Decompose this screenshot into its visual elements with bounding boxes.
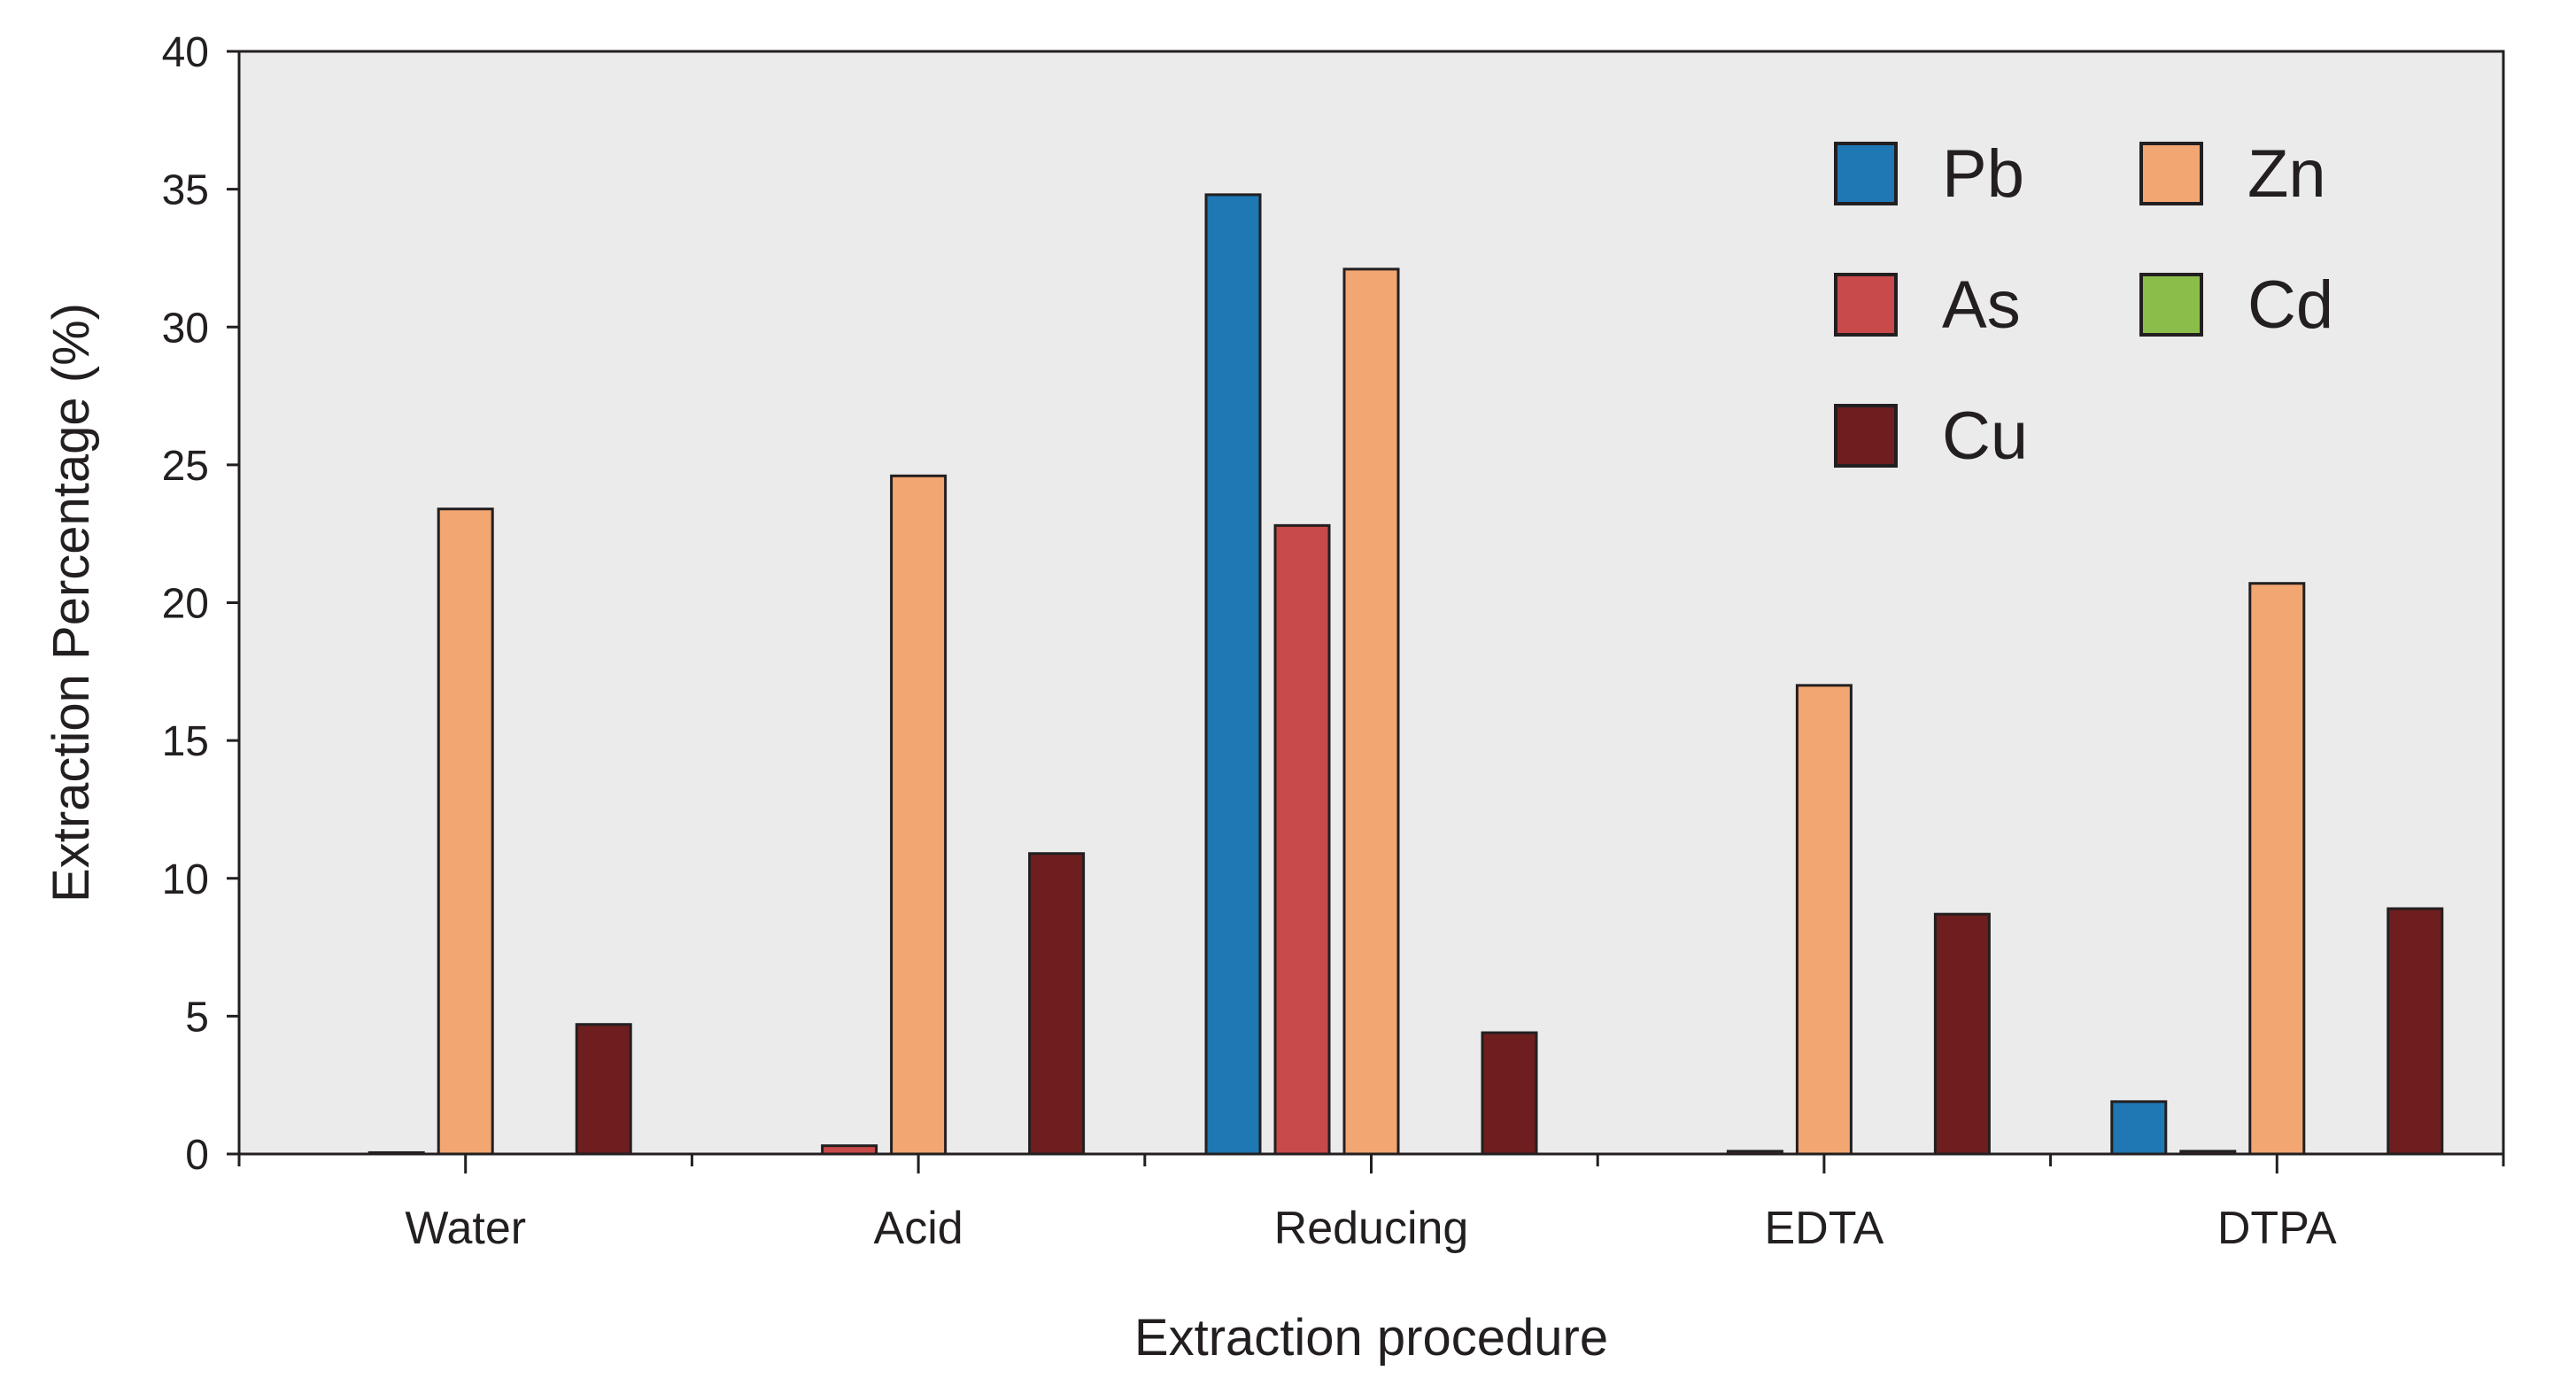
bar-zn-acid [890, 474, 948, 1156]
y-tick-label: 10 [162, 856, 209, 903]
y-tick-label: 30 [162, 305, 209, 352]
legend-label-pb: Pb [1942, 136, 2024, 212]
bar-zn-water [437, 507, 494, 1156]
y-tick-label: 5 [185, 994, 209, 1041]
bar-cu-edta [1933, 912, 1991, 1156]
x-tick-label: DTPA [2217, 1203, 2337, 1254]
bar-as-reducing [1273, 523, 1331, 1156]
bar-cu-water [575, 1023, 632, 1156]
bar-zn-dtpa [2248, 582, 2306, 1156]
legend-swatch-zn [2139, 142, 2203, 205]
bar-cu-acid [1028, 852, 1086, 1156]
y-tick-label: 0 [185, 1132, 209, 1179]
y-tick-label: 20 [162, 581, 209, 628]
bar-cu-dtpa [2386, 907, 2444, 1156]
bar-cu-reducing [1481, 1031, 1538, 1156]
bar-pb-dtpa [2110, 1100, 2168, 1156]
bar-zn-reducing [1342, 267, 1400, 1156]
plot-frame [237, 50, 2505, 1156]
legend-swatch-as [1834, 273, 1898, 337]
bars-group [367, 193, 2444, 1156]
y-tick-label: 15 [162, 718, 209, 765]
x-tick-label: EDTA [1764, 1203, 1884, 1254]
x-tick-label: Acid [874, 1203, 963, 1254]
y-tick-label: 40 [162, 29, 209, 76]
legend-label-as: As [1942, 267, 2021, 343]
x-axis-label: Extraction procedure [1134, 1309, 1608, 1367]
legend-swatch-cu [1834, 404, 1898, 468]
legend-swatch-pb [1834, 142, 1898, 205]
x-tick-label: Water [405, 1203, 526, 1254]
bar-zn-edta [1795, 684, 1853, 1156]
y-axis: 0 5 10 15 20 25 30 35 40 [162, 29, 239, 1179]
bar-pb-reducing [1204, 193, 1262, 1156]
legend: Pb Zn As Cd Cu [1834, 136, 2333, 474]
legend-label-cd: Cd [2247, 267, 2333, 343]
y-tick-label: 25 [162, 443, 209, 490]
legend-label-zn: Zn [2247, 136, 2326, 212]
legend-swatch-cd [2139, 273, 2203, 337]
x-tick-label: Reducing [1274, 1203, 1469, 1254]
y-axis-label: Extraction Percentage (%) [43, 303, 100, 902]
legend-label-cu: Cu [1942, 399, 2028, 474]
x-axis: Water Acid Reducing EDTA DTPA [237, 1154, 2505, 1254]
y-tick-label: 35 [162, 167, 209, 214]
